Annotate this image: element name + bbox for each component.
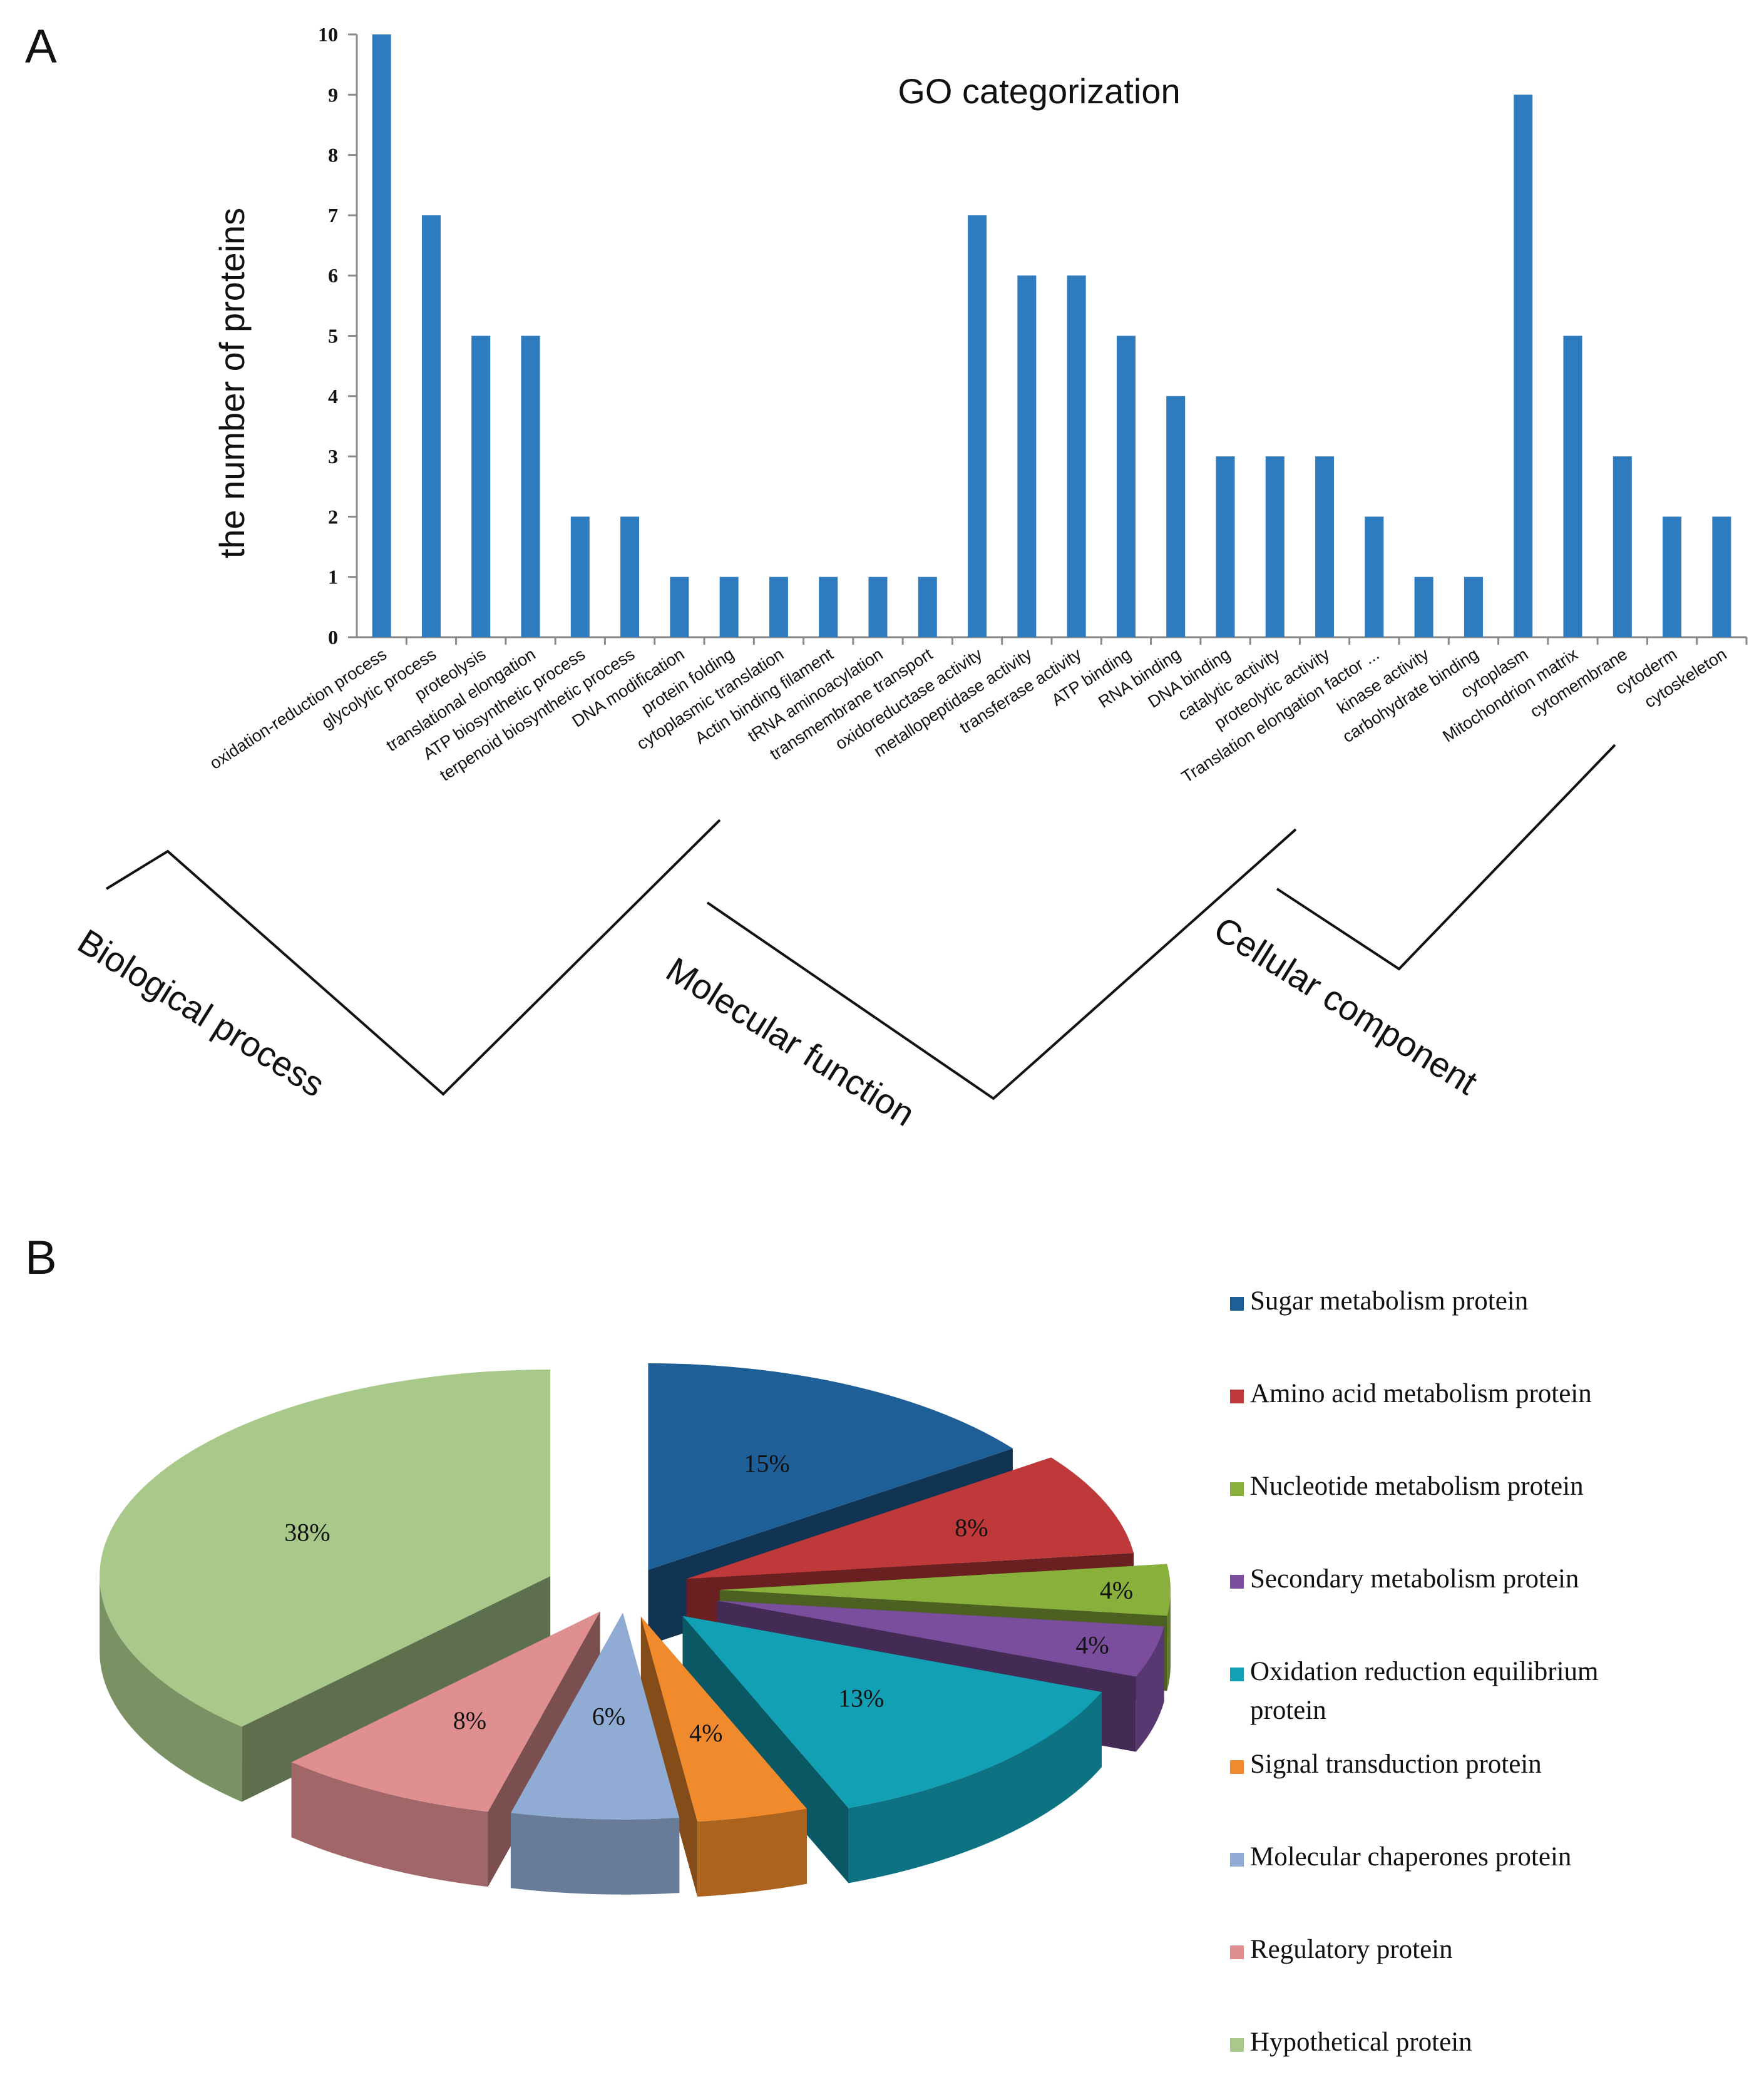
bar-actin-binding-filament: [819, 576, 838, 637]
bar-cytoplasmic-translation: [769, 576, 788, 637]
bar-oxidation-reduction-process: [372, 34, 391, 637]
slice-side-regulatory-protein: [291, 1762, 488, 1887]
bar-oxidoreductase-activity: [968, 215, 987, 637]
legend-label-secondary-metabolism-protein: Secondary metabolism protein: [1250, 1564, 1579, 1594]
slice-label-amino-acid-metabolism-protein: 8%: [955, 1514, 988, 1542]
legend-label-molecular-chaperones-protein: Molecular chaperones protein: [1250, 1842, 1571, 1872]
y-tick-label: 2: [328, 505, 338, 528]
legend-swatch-nucleotide-metabolism-protein: [1230, 1482, 1244, 1496]
slice-amino-acid-metabolism-protein: [686, 1457, 1134, 1579]
bar-cytoskeleton: [1712, 516, 1731, 637]
legend-swatch-hypothetical-protein: [1230, 2038, 1244, 2052]
bar-catalytic-activity: [1265, 456, 1285, 637]
group-label-molecular-function: Molecular function: [660, 950, 922, 1134]
y-axis-label: the number of proteins: [212, 208, 252, 558]
bar-metallopeptidase-activity: [1017, 275, 1037, 637]
bar-translation-elongation-factor: [1365, 516, 1384, 637]
bar-carbohydrate-binding: [1464, 576, 1483, 637]
bar-cytoderm: [1663, 516, 1682, 637]
y-tick-label: 7: [328, 204, 338, 227]
bar-trna-aminoacylation: [868, 576, 888, 637]
group-label-cellular-component: Cellular component: [1208, 909, 1485, 1102]
y-tick-label: 8: [328, 144, 338, 167]
bar-atp-binding: [1116, 336, 1136, 637]
slice-label-nucleotide-metabolism-protein: 4%: [1100, 1576, 1133, 1604]
bar-translational-elongation: [521, 336, 540, 637]
slice-signal-transduction-protein: [640, 1616, 807, 1822]
legend-swatch-sugar-metabolism-protein: [1230, 1297, 1244, 1311]
y-tick-label: 10: [318, 23, 338, 46]
panel-label-b: B: [25, 1231, 57, 1284]
y-tick-label: 3: [328, 445, 338, 468]
bar-proteolysis: [471, 336, 491, 637]
y-tick-label: 6: [328, 264, 338, 287]
slice-label-hypothetical-protein: 38%: [284, 1519, 330, 1547]
slice-side-hypothetical-protein: [100, 1575, 242, 1802]
legend-label-hypothetical-protein: Hypothetical protein: [1250, 2027, 1472, 2057]
bar-cytomembrane: [1613, 456, 1632, 637]
legend-swatch-secondary-metabolism-protein: [1230, 1575, 1244, 1589]
bar-transferase-activity: [1067, 275, 1086, 637]
bar-mitochondrion-matrix: [1563, 336, 1582, 637]
slice-molecular-chaperones-protein: [510, 1612, 680, 1820]
pie-legend: Sugar metabolism protein Amino acid metab…: [1230, 1286, 1599, 2057]
slice-side-oxidation-reduction-equilibrium-protein: [848, 1692, 1102, 1883]
bracket-molecular-function: [706, 828, 1297, 1100]
bracket-cellular-component: [1276, 744, 1616, 971]
slice-side-signal-transduction-protein: [697, 1808, 807, 1897]
y-tick-label: 5: [328, 325, 338, 347]
legend-swatch-signal-transduction-protein: [1230, 1760, 1244, 1774]
y-tick-label: 4: [328, 385, 338, 407]
bar-dna-binding: [1216, 456, 1235, 637]
bar-rna-binding: [1166, 396, 1186, 637]
slice-wall-hypothetical-protein: [242, 1575, 551, 1802]
slice-regulatory-protein: [291, 1611, 600, 1812]
slice-wall-signal-transduction-protein: [640, 1616, 698, 1897]
bracket-biological-process: [105, 819, 721, 1096]
slice-oxidation-reduction-equilibrium-protein: [682, 1616, 1102, 1808]
legend-label-signal-transduction-protein: Signal transduction protein: [1250, 1750, 1542, 1779]
slice-label-secondary-metabolism-protein: 4%: [1075, 1631, 1109, 1659]
bar-atp-biosynthetic-process: [570, 516, 590, 637]
y-tick-label: 0: [328, 626, 338, 648]
bar-transmembrane-transport: [918, 576, 937, 637]
bar-terpenoid-biosynthetic-process: [620, 516, 640, 637]
slice-side-secondary-metabolism-protein: [1136, 1626, 1164, 1752]
legend-label-amino-acid-metabolism-protein: Amino acid metabolism protein: [1250, 1379, 1592, 1408]
bar-glycolytic-process: [421, 215, 441, 637]
legend-swatch-amino-acid-metabolism-protein: [1230, 1390, 1244, 1403]
slice-side-molecular-chaperones-protein: [510, 1813, 680, 1895]
slice-wall-oxidation-reduction-equilibrium-protein: [682, 1616, 849, 1883]
slice-label-molecular-chaperones-protein: 6%: [592, 1702, 625, 1730]
bar-kinase-activity: [1414, 576, 1433, 637]
pie-chart: 15% 8% 4% 4% 13% 4% 6% 8% 38% Sugar metabolism p…: [100, 1286, 1599, 2057]
legend-label-sugar-metabolism-protein: Sugar metabolism protein: [1250, 1286, 1528, 1316]
bar-proteolytic-activity: [1315, 456, 1335, 637]
slice-nucleotide-metabolism-protein: [720, 1564, 1171, 1616]
slice-secondary-metabolism-protein: [717, 1601, 1164, 1677]
legend-swatch-oxidation-reduction-equilibrium-protein: [1230, 1668, 1244, 1681]
panel-label-a: A: [25, 20, 57, 73]
bar-chart-title: GO categorization: [898, 71, 1180, 111]
bar-protein-folding: [719, 576, 739, 637]
slice-hypothetical-protein: [100, 1369, 551, 1727]
slice-label-oxidation-reduction-equilibrium-protein: 13%: [838, 1684, 884, 1712]
y-tick-label: 1: [328, 566, 338, 588]
slice-label-sugar-metabolism-protein: 15%: [744, 1449, 789, 1477]
legend-label-nucleotide-metabolism-protein: Nucleotide metabolism protein: [1250, 1472, 1584, 1501]
slice-sugar-metabolism-protein: [648, 1363, 1013, 1570]
legend-label-regulatory-protein: Regulatory protein: [1250, 1935, 1453, 1964]
slice-label-regulatory-protein: 8%: [453, 1706, 486, 1734]
y-tick-label: 9: [328, 83, 338, 106]
legend-swatch-molecular-chaperones-protein: [1230, 1853, 1244, 1867]
bar-cytoplasm: [1514, 95, 1533, 638]
legend-label-oxidation-reduction-equilibrium-protein: Oxidation reduction equilibrium protein: [1250, 1657, 1599, 1725]
bar-chart: GO categorization the number of proteins…: [71, 23, 1748, 1134]
group-label-biological-process: Biological process: [71, 921, 332, 1105]
slice-label-signal-transduction-protein: 4%: [689, 1719, 722, 1747]
slice-side-nucleotide-metabolism-protein: [1167, 1590, 1171, 1691]
legend-swatch-regulatory-protein: [1230, 1945, 1244, 1959]
bar-dna-modification: [670, 576, 689, 637]
